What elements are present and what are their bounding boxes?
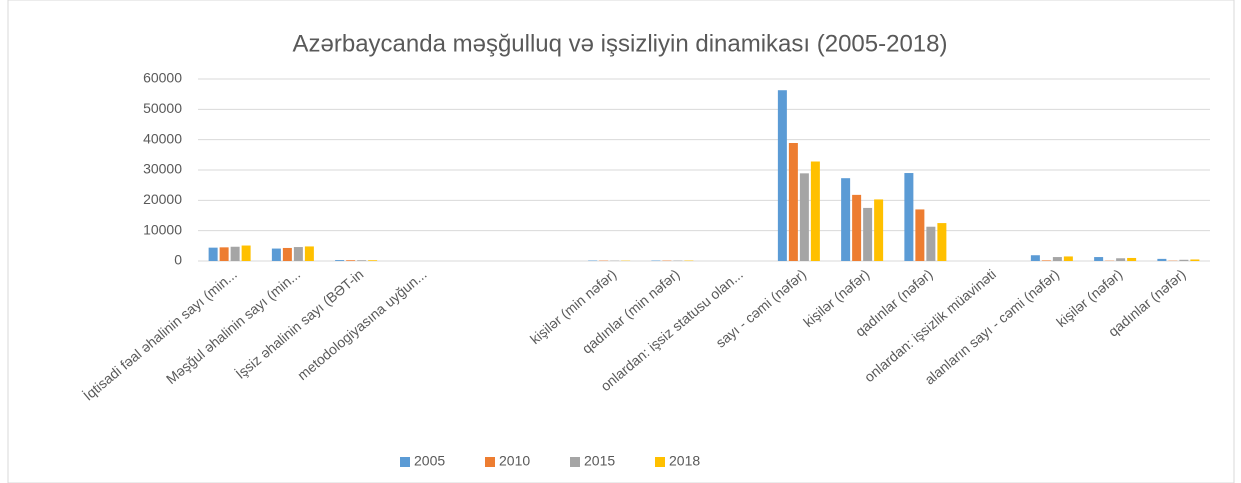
bar	[357, 260, 367, 261]
y-tick-label: 0	[174, 252, 182, 268]
bar	[863, 207, 873, 261]
legend-label: 2018	[669, 453, 700, 469]
bar	[368, 260, 378, 261]
bar	[271, 248, 281, 261]
legend-label: 2005	[414, 453, 445, 469]
bar	[874, 199, 884, 261]
y-tick-label: 10000	[143, 221, 182, 237]
y-tick-label: 40000	[143, 130, 182, 146]
bar	[1179, 259, 1189, 261]
bar	[904, 173, 914, 261]
bar	[1041, 260, 1051, 261]
bar	[304, 246, 314, 261]
y-tick-label: 30000	[143, 161, 182, 177]
legend-swatch	[485, 457, 495, 467]
bar	[208, 247, 218, 261]
bar	[788, 143, 798, 261]
bar	[282, 247, 292, 261]
bar	[1063, 256, 1073, 261]
bar	[841, 178, 851, 261]
chart-title: Azərbaycanda məşğulluq və işsizliyin din…	[293, 30, 948, 57]
bar	[1127, 257, 1137, 261]
legend-swatch	[400, 457, 410, 467]
y-tick-label: 60000	[143, 70, 182, 86]
bar	[230, 246, 240, 261]
chart-frame	[7, 0, 1235, 483]
bar	[1116, 258, 1126, 261]
legend-label: 2010	[499, 453, 530, 469]
y-tick-label: 20000	[143, 191, 182, 207]
y-tick-label: 50000	[143, 100, 182, 116]
bar	[1157, 258, 1167, 261]
bar	[219, 247, 229, 261]
bar	[777, 90, 787, 262]
bar	[799, 173, 809, 261]
legend-swatch	[655, 457, 665, 467]
bar	[346, 260, 356, 261]
bar	[926, 226, 936, 261]
legend-swatch	[570, 457, 580, 467]
bar	[1094, 257, 1104, 261]
legend-label: 2015	[584, 453, 615, 469]
bar	[1052, 257, 1062, 261]
bar	[915, 209, 925, 261]
bar	[241, 245, 251, 261]
bar	[335, 260, 345, 261]
bar	[293, 247, 303, 261]
bar	[852, 194, 862, 261]
bar	[1030, 255, 1040, 261]
bar	[810, 161, 820, 261]
bar	[1190, 259, 1200, 261]
bar	[937, 223, 947, 261]
